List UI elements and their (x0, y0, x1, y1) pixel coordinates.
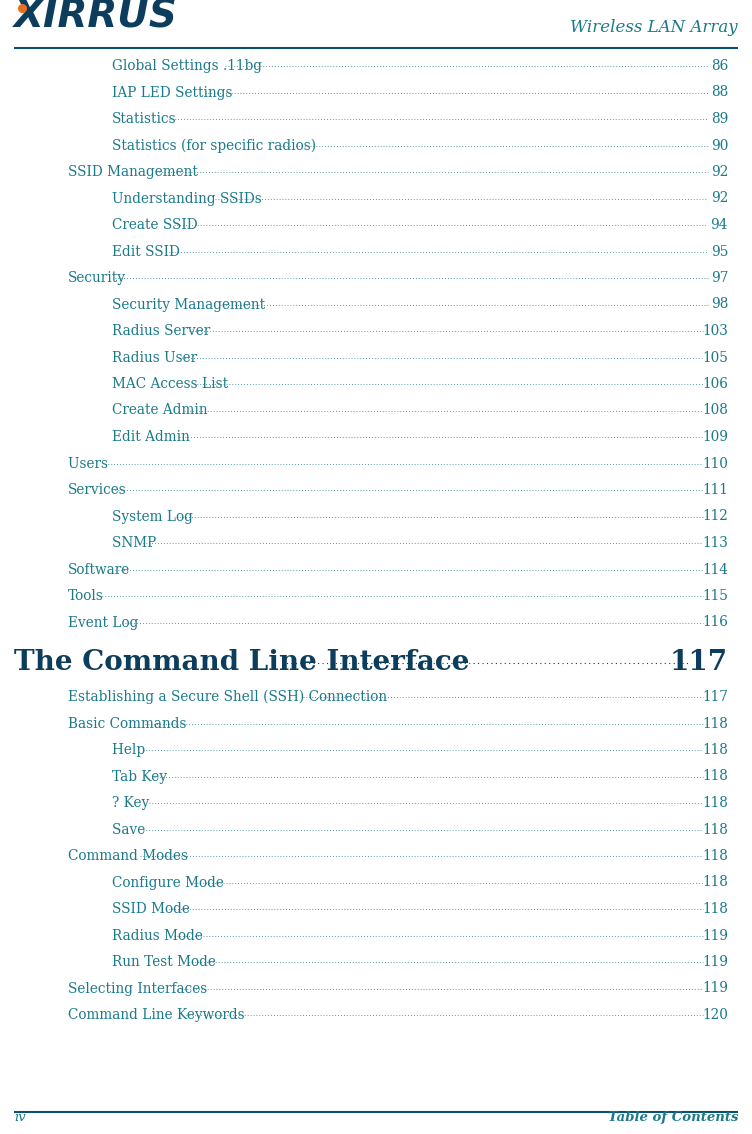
Text: 116: 116 (702, 616, 728, 629)
Text: 117: 117 (702, 689, 728, 704)
Text: 118: 118 (702, 875, 728, 889)
Text: Create Admin: Create Admin (112, 404, 212, 417)
Text: Command Modes: Command Modes (68, 849, 188, 863)
Text: 103: 103 (702, 324, 728, 338)
Text: Run Test Mode: Run Test Mode (112, 955, 220, 968)
Text: Understanding SSIDs: Understanding SSIDs (112, 192, 262, 205)
Text: Security Management: Security Management (112, 297, 269, 312)
Text: 108: 108 (702, 404, 728, 417)
Text: 118: 118 (702, 822, 728, 837)
Text: Users: Users (68, 457, 112, 471)
Text: 89: 89 (711, 112, 728, 126)
Text: Tab Key: Tab Key (112, 770, 167, 784)
Text: SNMP: SNMP (112, 536, 161, 550)
Text: 86: 86 (711, 59, 728, 73)
Text: Establishing a Secure Shell (SSH) Connection: Establishing a Secure Shell (SSH) Connec… (68, 689, 392, 704)
Text: iv: iv (14, 1111, 26, 1124)
Text: Edit Admin: Edit Admin (112, 430, 199, 445)
Text: 92: 92 (711, 166, 728, 179)
Text: 97: 97 (711, 271, 728, 285)
Text: Radius User: Radius User (112, 350, 202, 364)
Text: 95: 95 (711, 245, 728, 259)
Text: 118: 118 (702, 902, 728, 916)
Text: 92: 92 (711, 192, 728, 205)
Text: 120: 120 (702, 1008, 728, 1022)
Text: Table of Contents: Table of Contents (608, 1111, 738, 1124)
Text: Wireless LAN Array: Wireless LAN Array (570, 19, 738, 36)
Text: Configure Mode: Configure Mode (112, 875, 229, 889)
Text: XIRRUS: XIRRUS (14, 0, 178, 36)
Text: Event Log: Event Log (68, 616, 143, 629)
Text: Create SSID: Create SSID (112, 218, 198, 232)
Text: 118: 118 (702, 743, 728, 758)
Text: 119: 119 (702, 982, 728, 996)
Text: Tools: Tools (68, 589, 104, 603)
Text: 118: 118 (702, 770, 728, 784)
Text: System Log: System Log (112, 509, 197, 524)
Text: Help: Help (112, 743, 150, 758)
Text: 109: 109 (702, 430, 728, 445)
Text: 90: 90 (711, 138, 728, 152)
Text: Global Settings .11bg: Global Settings .11bg (112, 59, 262, 73)
Text: Software: Software (68, 562, 130, 576)
Text: SSID Management: SSID Management (68, 166, 202, 179)
Text: 110: 110 (702, 457, 728, 471)
Text: 88: 88 (711, 85, 728, 100)
Text: 98: 98 (711, 297, 728, 312)
Text: 119: 119 (702, 955, 728, 968)
Text: Radius Server: Radius Server (112, 324, 214, 338)
Text: 111: 111 (702, 483, 728, 497)
Text: 118: 118 (702, 796, 728, 810)
Text: Save: Save (112, 822, 150, 837)
Text: Command Line Keywords: Command Line Keywords (68, 1008, 249, 1022)
Text: Services: Services (68, 483, 127, 497)
Text: Statistics: Statistics (112, 112, 177, 126)
Text: 118: 118 (702, 849, 728, 863)
Text: SSID Mode: SSID Mode (112, 902, 194, 916)
Text: Basic Commands: Basic Commands (68, 717, 186, 730)
Text: 115: 115 (702, 589, 728, 603)
Text: Radius Mode: Radius Mode (112, 929, 203, 942)
Text: ? Key: ? Key (112, 796, 153, 810)
Text: 119: 119 (702, 929, 728, 942)
Text: 117: 117 (670, 650, 728, 677)
Text: Selecting Interfaces: Selecting Interfaces (68, 982, 211, 996)
Text: Security: Security (68, 271, 126, 285)
Text: 94: 94 (711, 218, 728, 232)
Text: Edit SSID: Edit SSID (112, 245, 184, 259)
Text: 118: 118 (702, 717, 728, 730)
Text: IAP LED Settings: IAP LED Settings (112, 85, 237, 100)
Text: 114: 114 (702, 562, 728, 576)
Text: 106: 106 (702, 376, 728, 391)
Text: MAC Access List: MAC Access List (112, 376, 228, 391)
Text: The Command Line Interface: The Command Line Interface (14, 650, 469, 677)
Text: Statistics (for specific radios): Statistics (for specific radios) (112, 138, 316, 153)
Text: 105: 105 (702, 350, 728, 364)
Text: 112: 112 (702, 509, 728, 524)
Text: 113: 113 (702, 536, 728, 550)
